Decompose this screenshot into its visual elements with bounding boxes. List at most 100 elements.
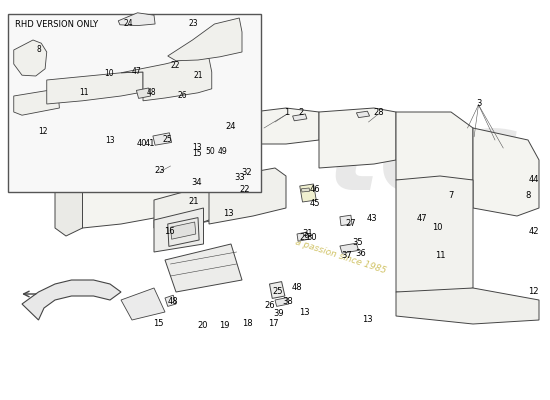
Text: 26: 26 [178,92,188,100]
Text: 44: 44 [528,176,539,184]
Text: 17: 17 [268,320,279,328]
Polygon shape [396,112,473,184]
Text: 34: 34 [191,178,202,187]
Polygon shape [293,114,307,121]
Text: 8: 8 [525,192,531,200]
Text: 11: 11 [434,252,446,260]
Polygon shape [396,288,539,324]
Text: 18: 18 [242,320,253,328]
Text: 48: 48 [146,88,156,97]
Text: 22: 22 [239,185,250,194]
Text: 10: 10 [432,224,443,232]
Polygon shape [154,208,204,252]
Polygon shape [209,108,319,148]
Polygon shape [66,120,242,184]
Text: 21: 21 [193,72,203,80]
Text: 47: 47 [417,214,428,223]
Text: 24: 24 [226,122,236,131]
Text: 13: 13 [362,316,373,324]
Polygon shape [168,218,199,246]
FancyBboxPatch shape [8,14,261,192]
Text: 35: 35 [352,238,363,247]
Polygon shape [170,222,196,239]
Text: 2: 2 [299,108,304,117]
Polygon shape [270,282,285,298]
Text: 36: 36 [355,249,366,258]
Text: 11: 11 [79,88,89,97]
Polygon shape [473,128,539,216]
Text: 15: 15 [153,320,164,328]
Text: 8: 8 [36,46,41,54]
Text: 23: 23 [189,20,199,28]
Text: 10: 10 [104,70,114,78]
Text: 13: 13 [223,210,234,218]
Text: tes: tes [326,106,521,214]
Text: a passion since 1985: a passion since 1985 [294,237,388,275]
Polygon shape [301,188,310,192]
Text: 25: 25 [272,288,283,296]
Polygon shape [55,144,82,236]
Text: 33: 33 [234,174,245,182]
Text: 13: 13 [192,144,202,152]
Text: 46: 46 [309,186,320,194]
Polygon shape [319,108,396,168]
Text: 12: 12 [38,127,48,136]
Polygon shape [22,280,121,320]
Polygon shape [396,176,473,296]
Text: 38: 38 [282,298,293,306]
Text: 7: 7 [448,192,454,200]
Polygon shape [168,18,242,61]
Text: 43: 43 [367,214,378,223]
Polygon shape [165,244,242,292]
Text: 50: 50 [205,147,215,156]
Text: 12: 12 [528,288,539,296]
Polygon shape [121,288,165,320]
Text: RHD VERSION ONLY: RHD VERSION ONLY [15,20,98,28]
Polygon shape [209,168,286,224]
Polygon shape [121,56,212,101]
Polygon shape [136,88,151,98]
Text: 3: 3 [476,100,481,108]
Text: 15: 15 [192,150,202,158]
Text: 45: 45 [309,200,320,208]
Polygon shape [66,152,198,228]
Text: 37: 37 [341,252,352,260]
Polygon shape [14,40,47,76]
Text: 13: 13 [105,136,115,145]
Text: 29: 29 [299,234,310,242]
Text: 25: 25 [163,136,173,144]
Text: 28: 28 [373,108,384,117]
Polygon shape [340,215,352,226]
Polygon shape [118,13,155,26]
Polygon shape [153,133,172,145]
Text: 1: 1 [284,108,290,117]
Text: 20: 20 [197,322,208,330]
Polygon shape [340,243,359,253]
Text: 48: 48 [292,284,302,292]
Text: 30: 30 [306,234,317,242]
Text: 49: 49 [218,147,228,156]
Text: 41: 41 [144,140,155,148]
Text: 47: 47 [131,68,141,76]
Text: 32: 32 [241,168,252,176]
Polygon shape [275,298,289,306]
Text: 19: 19 [219,322,230,330]
Text: 48: 48 [168,298,179,306]
Polygon shape [154,184,220,228]
Polygon shape [300,184,316,202]
Text: 26: 26 [264,302,275,310]
Text: 16: 16 [164,228,175,236]
Polygon shape [356,111,370,118]
Text: 23: 23 [154,166,165,175]
Polygon shape [192,192,242,224]
Text: 13: 13 [299,308,310,317]
Text: 27: 27 [345,220,356,228]
Text: 39: 39 [273,310,284,318]
Polygon shape [14,89,59,115]
Polygon shape [165,295,176,306]
Text: 42: 42 [528,228,539,236]
Text: 40: 40 [136,140,147,148]
Text: 22: 22 [170,62,180,70]
Text: 24: 24 [123,19,133,28]
Text: 21: 21 [188,197,199,206]
